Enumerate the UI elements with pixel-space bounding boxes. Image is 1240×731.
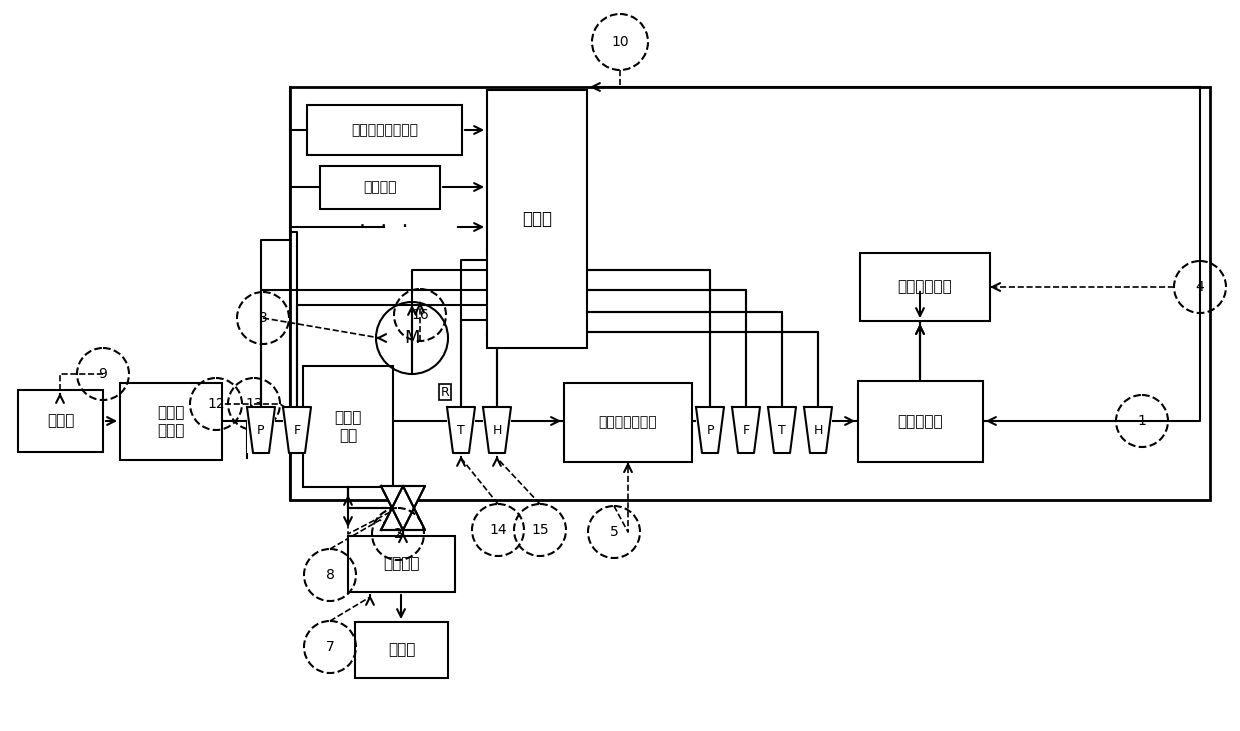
Text: 2: 2 (393, 527, 402, 541)
Text: 1: 1 (1137, 414, 1147, 428)
FancyBboxPatch shape (308, 105, 463, 155)
Text: 9: 9 (98, 367, 108, 381)
Text: 空气过
滤装置: 空气过 滤装置 (157, 405, 185, 438)
Text: 5: 5 (610, 525, 619, 539)
Text: F: F (294, 423, 300, 436)
FancyBboxPatch shape (290, 87, 1210, 500)
FancyBboxPatch shape (19, 390, 103, 452)
Text: 10: 10 (611, 35, 629, 49)
Text: 3: 3 (259, 311, 268, 325)
Text: 15: 15 (531, 523, 549, 537)
FancyBboxPatch shape (446, 407, 475, 453)
Text: 4: 4 (1195, 280, 1204, 294)
Text: H: H (813, 423, 822, 436)
Text: 12: 12 (207, 397, 224, 411)
FancyBboxPatch shape (858, 381, 983, 462)
FancyBboxPatch shape (768, 407, 796, 453)
Text: 7: 7 (326, 640, 335, 654)
Text: 13: 13 (246, 397, 263, 411)
FancyBboxPatch shape (247, 407, 275, 453)
Text: T: T (779, 423, 786, 436)
FancyBboxPatch shape (348, 536, 455, 592)
FancyBboxPatch shape (355, 622, 448, 678)
Text: 燃料电池输出参数: 燃料电池输出参数 (351, 123, 418, 137)
Text: T: T (458, 423, 465, 436)
Text: 旁通支路: 旁通支路 (383, 556, 420, 572)
Text: 8: 8 (326, 568, 335, 582)
Text: 16: 16 (412, 308, 429, 322)
Text: 控制器: 控制器 (522, 210, 552, 228)
Text: R: R (440, 385, 449, 398)
Text: H: H (492, 423, 502, 436)
Text: 目标参数: 目标参数 (363, 181, 397, 194)
Text: 排气口: 排气口 (388, 643, 415, 657)
FancyBboxPatch shape (484, 407, 511, 453)
Text: M: M (404, 329, 420, 347)
Text: F: F (743, 423, 749, 436)
Text: 温湿度调节装置: 温湿度调节装置 (599, 415, 657, 430)
FancyBboxPatch shape (320, 166, 440, 209)
FancyBboxPatch shape (120, 383, 222, 460)
Text: P: P (257, 423, 265, 436)
FancyBboxPatch shape (804, 407, 832, 453)
FancyBboxPatch shape (732, 407, 760, 453)
FancyBboxPatch shape (861, 253, 990, 321)
Text: 燃料电池堆: 燃料电池堆 (898, 414, 944, 429)
Polygon shape (381, 486, 425, 530)
Text: ·  ·  ·: · · · (360, 217, 409, 237)
Text: 空气压
缩机: 空气压 缩机 (335, 410, 362, 443)
FancyBboxPatch shape (487, 90, 587, 348)
Polygon shape (381, 486, 425, 530)
Text: 14: 14 (490, 523, 507, 537)
FancyBboxPatch shape (564, 383, 692, 462)
FancyBboxPatch shape (283, 407, 311, 453)
Text: 进气口: 进气口 (47, 414, 74, 428)
FancyBboxPatch shape (303, 366, 393, 487)
Text: P: P (707, 423, 714, 436)
FancyBboxPatch shape (696, 407, 724, 453)
Text: 电力转换装置: 电力转换装置 (898, 279, 952, 295)
